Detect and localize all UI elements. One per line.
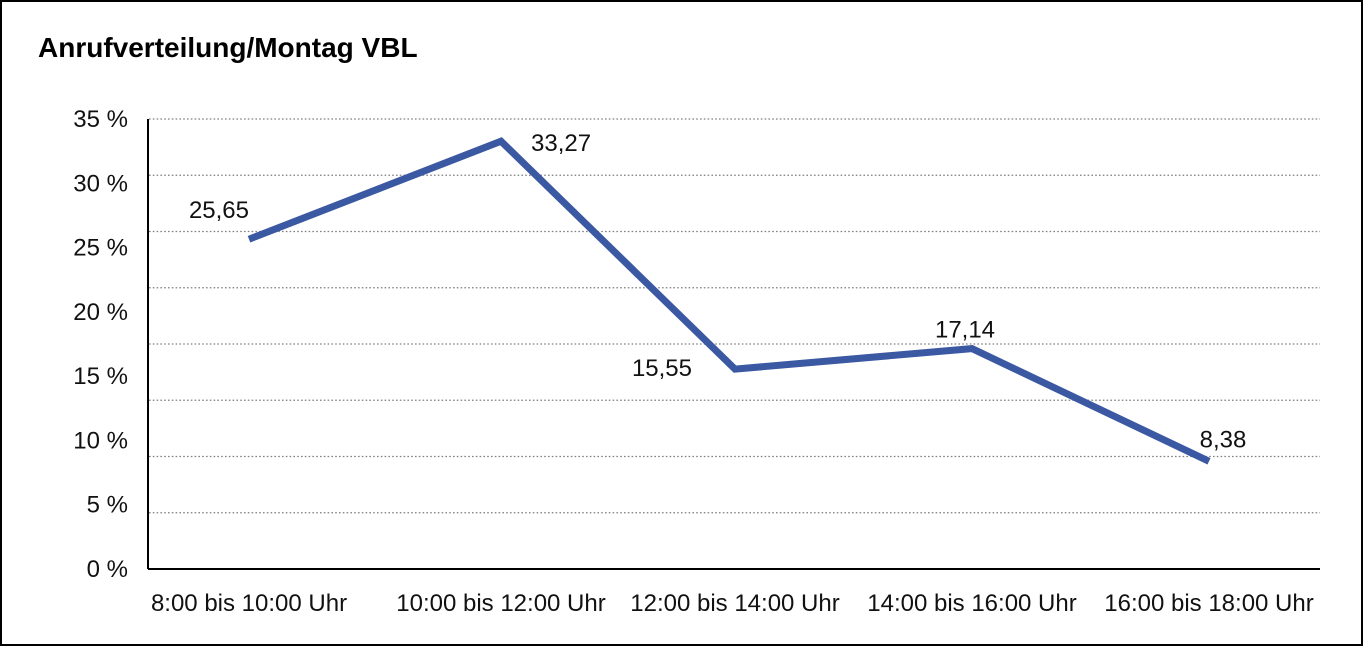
x-axis-category-label: 16:00 bis 18:00 Uhr (1104, 590, 1313, 617)
y-axis-tick-label: 0 % (87, 556, 128, 583)
y-axis-tick-label: 30 % (73, 170, 128, 197)
data-series-line (247, 137, 1211, 465)
x-axis-category-label: 12:00 bis 14:00 Uhr (630, 590, 839, 617)
data-point-label: 8,38 (1200, 426, 1247, 453)
x-axis-category-label: 10:00 bis 12:00 Uhr (396, 590, 605, 617)
y-axis-tick-label: 25 % (73, 235, 128, 262)
x-axis-category-label: 8:00 bis 10:00 Uhr (151, 590, 347, 617)
y-axis-tick-label: 5 % (87, 492, 128, 519)
x-axis-category-label: 14:00 bis 16:00 Uhr (867, 590, 1076, 617)
y-axis-tick-label: 15 % (73, 363, 128, 390)
y-axis-tick-label: 20 % (73, 299, 128, 326)
data-point-label: 15,55 (632, 355, 692, 382)
y-axis-tick-label: 10 % (73, 427, 128, 454)
data-point-label: 17,14 (935, 317, 995, 344)
data-point-label: 33,27 (531, 130, 591, 157)
y-axis-tick-label: 35 % (73, 106, 128, 133)
chart-title: Anrufverteilung/Montag VBL (38, 32, 418, 63)
data-point-label: 25,65 (189, 197, 249, 224)
